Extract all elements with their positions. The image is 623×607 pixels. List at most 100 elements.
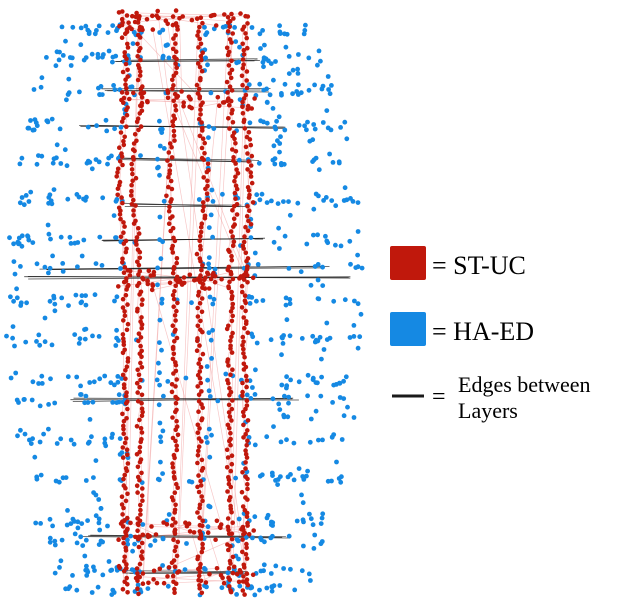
ha-ed-node (101, 52, 106, 57)
st-uc-node (198, 258, 203, 264)
ha-ed-node (276, 114, 282, 120)
ha-ed-node (310, 333, 316, 339)
ha-ed-edge (290, 299, 318, 304)
st-uc-node (123, 31, 128, 36)
ha-ed-node (10, 335, 16, 341)
ha-ed-node (259, 191, 265, 197)
ha-ed-node (286, 54, 292, 59)
ha-ed-node (351, 415, 357, 420)
st-uc-node (250, 275, 256, 281)
st-uc-node (244, 398, 250, 404)
ha-ed-node (268, 337, 274, 343)
ha-ed-node (92, 31, 98, 37)
st-uc-node (173, 384, 178, 389)
st-uc-node (169, 145, 174, 150)
interlayer-edge (27, 275, 351, 279)
st-uc-node (195, 323, 201, 329)
ha-ed-node (280, 335, 285, 341)
st-uc-node (244, 258, 249, 264)
ha-ed-edge (55, 537, 81, 541)
st-uc-node (121, 270, 127, 276)
st-uc-node (227, 386, 232, 391)
st-uc-node (227, 414, 233, 419)
st-uc-node (195, 453, 201, 458)
st-uc-node (197, 522, 203, 528)
ha-ed-node (96, 542, 102, 547)
st-uc-node (229, 40, 234, 45)
st-uc-node (121, 568, 127, 574)
ha-ed-node (315, 232, 320, 238)
st-uc-node (173, 318, 178, 323)
ha-ed-node (206, 255, 212, 260)
ha-ed-edge (321, 524, 322, 542)
st-uc-node (241, 48, 247, 53)
st-uc-node (196, 398, 202, 404)
ha-ed-edges (11, 27, 360, 593)
ha-ed-node (268, 535, 274, 541)
ha-ed-node (32, 454, 38, 460)
ha-ed-node (315, 262, 321, 267)
st-uc-node (228, 468, 234, 474)
st-uc-node (245, 523, 250, 528)
st-uc-node (240, 389, 245, 395)
ha-ed-node (113, 198, 119, 204)
ha-ed-node (281, 412, 287, 418)
ha-ed-node (273, 59, 278, 64)
st-uc-node (199, 120, 204, 125)
ha-ed-node (102, 436, 108, 442)
st-uc-node (229, 296, 235, 302)
ha-ed-node (21, 202, 27, 208)
ha-ed-node (22, 431, 28, 437)
interlayer-edge (120, 157, 260, 161)
st-uc-node (245, 204, 250, 209)
ha-ed-edge (13, 303, 22, 338)
st-uc-node (227, 19, 233, 24)
st-uc-node (229, 289, 234, 295)
ha-ed-node (96, 497, 102, 502)
ha-ed-node (97, 234, 103, 240)
ha-ed-node (189, 479, 195, 485)
st-uc-node (131, 213, 136, 218)
ha-ed-node (58, 436, 64, 442)
ha-ed-node (204, 364, 210, 369)
ha-ed-node (312, 126, 318, 132)
ha-ed-node (300, 500, 306, 506)
ha-ed-node (39, 75, 45, 81)
st-uc-node (175, 300, 180, 306)
ha-ed-node (54, 155, 59, 161)
st-uc-node (139, 470, 144, 476)
ha-ed-edge (324, 200, 326, 236)
st-uc-node (139, 413, 145, 419)
ha-ed-node (115, 374, 121, 379)
ha-ed-node (269, 470, 275, 476)
ha-ed-node (58, 558, 64, 564)
ha-ed-node (15, 433, 20, 439)
ha-ed-node (70, 24, 76, 30)
st-uc-edge (175, 35, 198, 584)
ha-ed-node (330, 160, 336, 165)
ha-ed-node (23, 193, 29, 198)
ha-ed-node (252, 514, 258, 520)
ha-ed-node (315, 62, 320, 68)
st-uc-node (246, 532, 252, 537)
ha-ed-edge (325, 236, 350, 264)
st-uc-node (137, 65, 142, 71)
st-uc-node (199, 549, 205, 555)
st-uc-node (199, 417, 204, 423)
ha-ed-node (114, 335, 119, 341)
st-uc-node (195, 61, 201, 66)
st-uc-node (136, 372, 142, 378)
ha-ed-edge (324, 163, 340, 200)
ha-ed-node (254, 340, 260, 346)
ha-ed-node (93, 513, 99, 519)
ha-ed-edge (323, 267, 355, 301)
st-uc-node (170, 323, 176, 329)
ha-ed-node (260, 298, 266, 303)
st-uc-node (228, 430, 233, 436)
ha-ed-node (82, 553, 88, 559)
ha-ed-node (30, 240, 36, 246)
ha-ed-node (100, 572, 106, 578)
st-uc-node (197, 238, 202, 243)
st-uc-node (230, 398, 235, 403)
st-uc-node (179, 89, 184, 94)
